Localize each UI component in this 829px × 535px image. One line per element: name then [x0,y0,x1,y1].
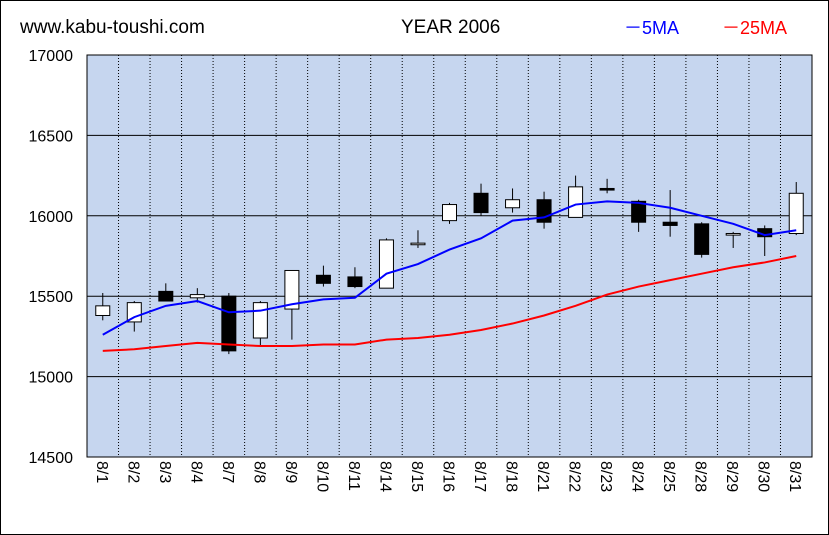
x-tick-label: 8/17 [471,461,488,492]
y-tick-label: 16000 [29,209,74,226]
x-tick-label: 8/30 [755,461,772,492]
candle-up [410,242,426,246]
x-tick-label: 8/23 [597,461,614,492]
x-tick-label: 8/29 [723,461,740,492]
candle-up [378,239,394,289]
x-tick-label: 8/18 [503,461,520,492]
legend-5ma: －5MA [624,18,680,38]
candle-up [725,232,741,236]
candle-up [505,199,521,209]
x-tick-label: 8/2 [124,461,141,483]
ma-5ma-line [102,200,797,336]
y-tick-label: 16500 [29,128,74,145]
candle-down [599,187,615,191]
x-tick-label: 8/15 [408,461,425,492]
chart-title: YEAR 2006 [401,17,501,38]
x-tick-label: 8/14 [376,461,393,492]
candle-up [284,269,300,310]
candle-up [189,294,205,299]
candle-up [442,204,457,222]
site-url: www.kabu-toushi.com [20,17,205,38]
candle-down [631,200,647,223]
candle-down [473,192,489,214]
x-tick-label: 8/7 [219,461,236,483]
y-tick-label: 15000 [29,370,74,387]
x-tick-label: 8/3 [156,461,173,483]
x-tick-label: 8/16 [440,461,457,492]
x-tick-label: 8/10 [313,461,330,492]
candle-up [95,305,111,316]
legend-25ma: －25MA [722,18,788,38]
y-tick-label: 15500 [29,289,74,306]
x-tick-label: 8/21 [534,461,551,492]
ma-25ma-line [102,255,797,352]
candle-down [694,223,710,255]
x-tick-label: 8/1 [93,461,110,483]
candle-up [126,302,142,323]
candle-up [252,302,268,339]
candle-down [158,290,174,302]
y-tick-label: 17000 [29,48,74,65]
plot-border [86,54,813,458]
x-tick-label: 8/28 [692,461,709,492]
candle-down [315,274,331,284]
y-tick-label: 14500 [29,450,74,467]
x-tick-label: 8/22 [566,461,583,492]
candle-down [221,295,237,352]
candle-up [568,186,584,218]
x-tick-label: 8/4 [187,461,204,483]
candle-down [347,276,363,288]
x-tick-label: 8/9 [282,461,299,483]
x-tick-label: 8/25 [660,461,677,492]
plot-area [87,55,812,457]
x-tick-label: 8/31 [786,461,803,492]
candle-up [788,192,804,234]
candle-down [662,221,678,226]
x-tick-label: 8/8 [250,461,267,483]
x-tick-label: 8/11 [345,461,362,491]
x-tick-label: 8/24 [629,461,646,492]
